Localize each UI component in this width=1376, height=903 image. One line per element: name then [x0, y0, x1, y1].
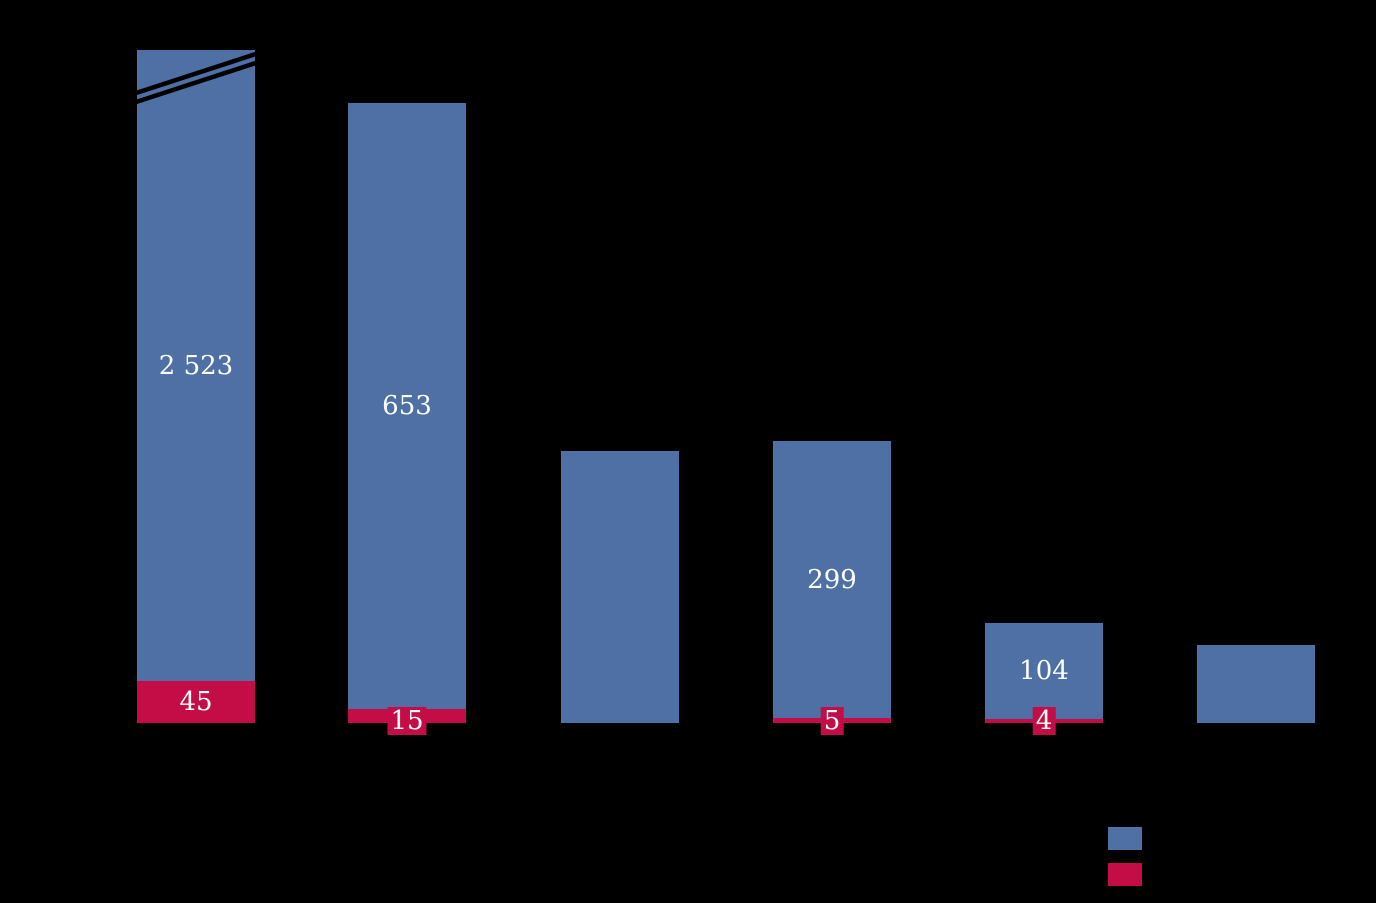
- bar-blue-segment: 104: [985, 623, 1103, 719]
- bar-value-label: 653: [382, 391, 432, 421]
- bar-blue-segment: 653: [348, 103, 466, 709]
- bar-group: 2 523 45: [137, 50, 255, 723]
- bar-group: 299: [773, 441, 891, 723]
- axis-break-icon: [132, 50, 260, 106]
- bar-blue-segment: [561, 451, 679, 723]
- bar-value-label: 104: [1019, 656, 1069, 686]
- bar-red-value-callout: 5: [820, 707, 844, 735]
- bar-red-value-callout: 15: [387, 707, 427, 735]
- bar-value-label: 2 523: [158, 350, 234, 381]
- bar-group: 653: [348, 103, 466, 723]
- bar-red-segment: 45: [137, 681, 255, 723]
- bar-value-label: 299: [807, 564, 857, 595]
- bar-group: [1197, 645, 1315, 723]
- bar-blue-segment: 2 523: [137, 50, 255, 681]
- bar-group: 104: [985, 623, 1103, 723]
- bar-red-value-label: 45: [179, 687, 213, 717]
- bar-blue-segment: [1197, 645, 1315, 723]
- bar-red-value-callout: 4: [1032, 707, 1056, 735]
- bar-blue-segment: 299: [773, 441, 891, 718]
- bar-group: [561, 451, 679, 723]
